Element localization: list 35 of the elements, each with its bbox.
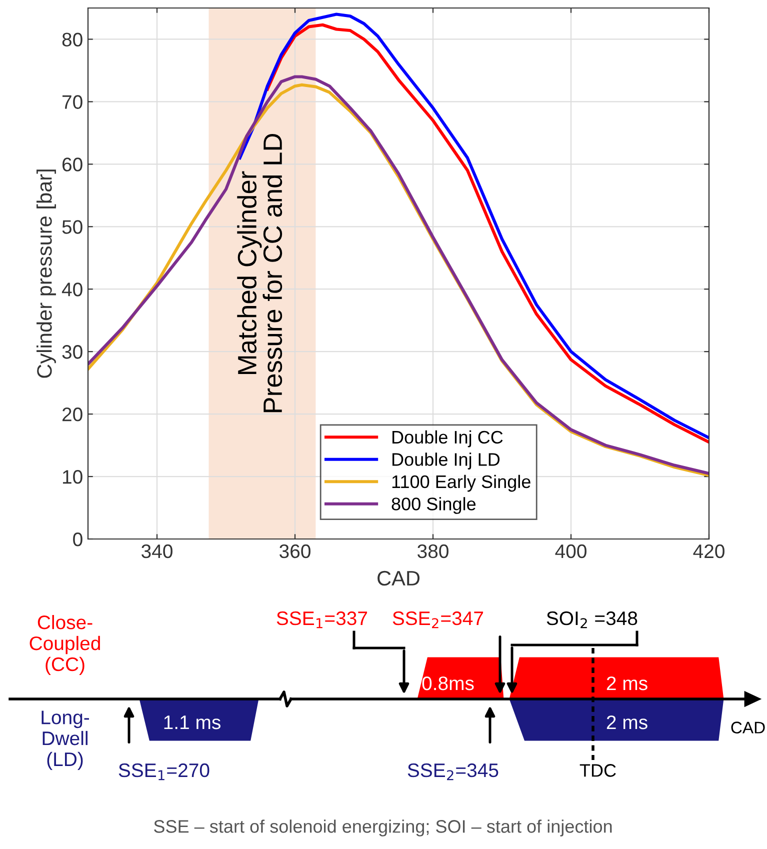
y-tick-label: 70 <box>62 95 82 109</box>
y-axis-title: Cylinder pressure [bar] <box>36 170 56 378</box>
text: 1.1 ms <box>164 716 220 730</box>
y-tick-label: 40 <box>62 282 82 296</box>
text: Long- Dwell (LD) <box>42 710 90 770</box>
text: Close- Coupled (CC) <box>30 614 100 675</box>
text: SSE$_{2}$=347 <box>392 611 484 628</box>
y-tick-label: 20 <box>62 408 82 422</box>
text: TDC <box>580 764 616 777</box>
y-tick-label: 50 <box>62 220 82 234</box>
text: SSE$_{1}$=270 <box>118 763 210 780</box>
x-tick-label: 420 <box>693 544 724 558</box>
text: 2 ms <box>606 676 648 690</box>
y-tick-label: 30 <box>62 345 82 359</box>
x-tick-label: 400 <box>555 544 586 558</box>
text: CAD <box>731 722 765 734</box>
legend-label: Double Inj CC <box>392 430 503 448</box>
y-tick-label: 60 <box>62 158 82 172</box>
x-axis-title: CAD <box>378 570 420 586</box>
y-tick-label: 10 <box>62 470 82 484</box>
text: SSE$_{2}$=345 <box>408 763 498 780</box>
legend-label: 1100 Early Single <box>392 474 530 492</box>
legend-label: Double Inj LD <box>392 452 500 470</box>
text: SSE$_{1}$=337 <box>276 611 368 628</box>
legend-label: 800 Single <box>392 497 476 514</box>
text: SSE – start of solenoid energizing; SOI – start of injection <box>154 820 612 836</box>
band-label: Matched Cylinder Pressure for CC and LD <box>237 134 282 412</box>
text: SOI$_{2}$ =348 <box>546 611 638 628</box>
text: 2 ms <box>606 715 648 730</box>
x-tick-label: 340 <box>142 544 172 558</box>
y-tick-label: 80 <box>62 32 82 46</box>
x-tick-label: 360 <box>280 544 310 558</box>
x-tick-label: 380 <box>418 544 448 558</box>
y-tick-label: 0 <box>73 532 82 546</box>
text: 0.8ms <box>422 676 474 690</box>
